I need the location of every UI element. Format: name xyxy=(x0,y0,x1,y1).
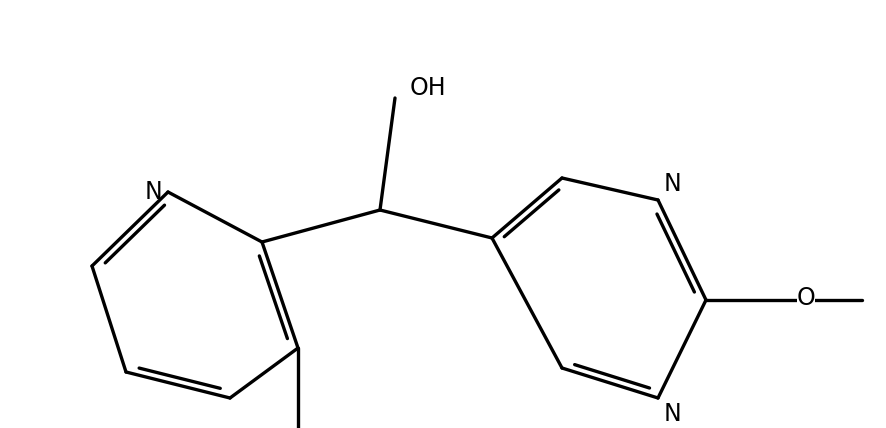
Text: O: O xyxy=(797,286,815,310)
Text: N: N xyxy=(664,172,681,196)
Text: N: N xyxy=(664,402,681,426)
Text: N: N xyxy=(144,180,162,204)
Text: OH: OH xyxy=(410,76,447,100)
